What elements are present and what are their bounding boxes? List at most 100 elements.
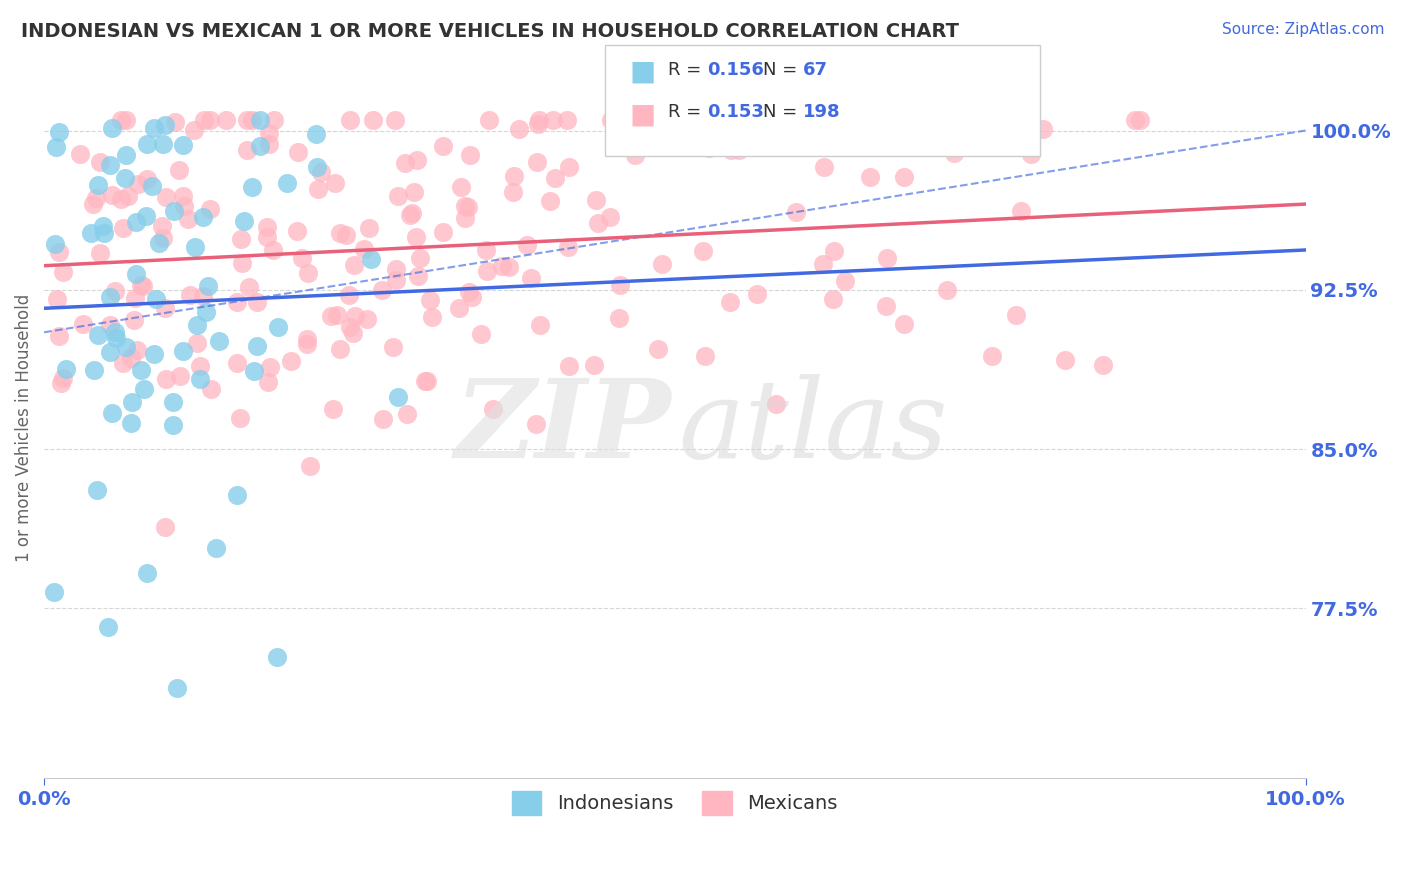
Point — [193, 112, 215, 127]
Point — [413, 374, 436, 388]
Point — [748, 125, 770, 139]
Point — [155, 372, 177, 386]
Point — [249, 112, 271, 127]
Point — [191, 210, 214, 224]
Point — [619, 112, 641, 127]
Legend: Indonesians, Mexicans: Indonesians, Mexicans — [502, 781, 848, 824]
Point — [132, 382, 155, 396]
Point — [125, 343, 148, 357]
Point — [718, 295, 741, 310]
Point — [405, 230, 427, 244]
Point — [240, 112, 263, 127]
Point — [98, 290, 121, 304]
Point — [152, 136, 174, 151]
Point — [136, 137, 159, 152]
Point — [295, 332, 318, 346]
Point — [1129, 112, 1152, 127]
Text: ZIP: ZIP — [454, 374, 671, 482]
Point — [97, 620, 120, 634]
Point — [385, 273, 408, 287]
Point — [129, 363, 152, 377]
Point — [419, 293, 441, 307]
Point — [191, 289, 214, 303]
Point — [1125, 112, 1147, 127]
Point — [449, 301, 471, 315]
Point — [246, 339, 269, 353]
Point — [87, 328, 110, 343]
Point — [257, 137, 280, 152]
Point — [337, 287, 360, 301]
Text: R =: R = — [668, 61, 707, 78]
Text: INDONESIAN VS MEXICAN 1 OR MORE VEHICLES IN HOUSEHOLD CORRELATION CHART: INDONESIAN VS MEXICAN 1 OR MORE VEHICLES… — [21, 22, 959, 41]
Text: 0.156: 0.156 — [707, 61, 763, 78]
Point — [48, 328, 70, 343]
Point — [875, 299, 897, 313]
Point — [384, 112, 406, 127]
Point — [114, 148, 136, 162]
Point — [557, 240, 579, 254]
Point — [478, 112, 501, 127]
Point — [1010, 204, 1032, 219]
Point — [555, 112, 578, 127]
Point — [155, 118, 177, 132]
Point — [143, 347, 166, 361]
Point — [943, 146, 966, 161]
Point — [402, 185, 425, 199]
Point — [651, 257, 673, 271]
Point — [93, 219, 115, 234]
Point — [813, 160, 835, 174]
Point — [409, 251, 432, 265]
Point — [322, 402, 344, 417]
Point — [307, 181, 329, 195]
Point — [101, 405, 124, 419]
Point — [339, 320, 361, 334]
Point — [285, 224, 308, 238]
Point — [498, 260, 520, 275]
Point — [747, 287, 769, 301]
Point — [82, 197, 104, 211]
Point — [226, 294, 249, 309]
Point — [188, 372, 211, 386]
Point — [165, 115, 187, 129]
Point — [101, 187, 124, 202]
Point — [44, 585, 66, 599]
Point — [89, 154, 111, 169]
Point — [299, 458, 322, 473]
Point — [120, 351, 142, 365]
Point — [117, 189, 139, 203]
Point — [200, 382, 222, 396]
Point — [524, 417, 547, 431]
Point — [432, 138, 454, 153]
Point — [609, 277, 631, 292]
Point — [544, 171, 567, 186]
Point — [508, 121, 530, 136]
Point — [48, 245, 70, 260]
Point — [503, 169, 526, 183]
Point — [371, 283, 394, 297]
Point — [1004, 308, 1026, 322]
Point — [93, 226, 115, 240]
Point — [256, 376, 278, 390]
Point — [179, 288, 201, 302]
Point — [785, 205, 807, 219]
Point — [458, 148, 481, 162]
Point — [135, 209, 157, 223]
Point — [153, 520, 176, 534]
Point — [482, 402, 505, 417]
Point — [1032, 122, 1054, 136]
Point — [231, 232, 253, 246]
Text: 67: 67 — [803, 61, 828, 78]
Point — [183, 123, 205, 137]
Point — [55, 361, 77, 376]
Point — [585, 194, 607, 208]
Text: atlas: atlas — [679, 374, 948, 482]
Point — [457, 200, 479, 214]
Point — [98, 159, 121, 173]
Point — [110, 112, 132, 127]
Point — [329, 226, 352, 240]
Point — [105, 331, 128, 345]
Point — [215, 112, 238, 127]
Point — [163, 203, 186, 218]
Point — [1054, 353, 1077, 368]
Point — [558, 161, 581, 175]
